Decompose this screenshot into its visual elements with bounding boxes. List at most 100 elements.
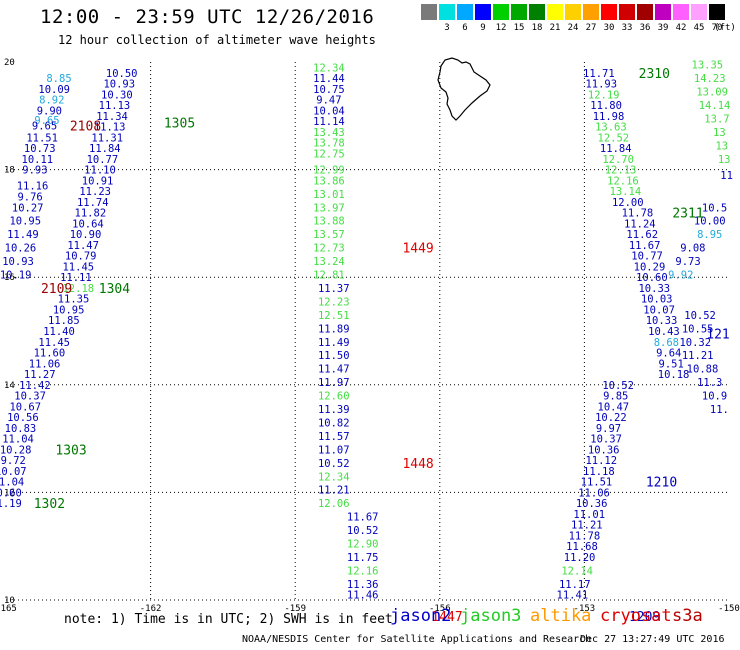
x-tick-label: -159	[284, 604, 306, 614]
wave-height-value: 10.79	[65, 251, 97, 263]
legend-swatch	[511, 4, 527, 20]
legend-swatch	[601, 4, 617, 20]
wave-height-value: 11.67	[347, 512, 379, 524]
wave-height-value: 13.97	[313, 202, 345, 214]
wave-height-value: 10.07	[0, 466, 27, 478]
wave-height-value: 11.42	[19, 380, 51, 392]
wave-height-value: 11.93	[585, 79, 617, 91]
wave-height-value: 9.64	[656, 348, 681, 360]
wave-height-value: 13.86	[313, 175, 345, 187]
legend-bin-label: 24	[567, 23, 579, 33]
legend-bin-label: 12	[495, 23, 507, 33]
x-tick-label: -165	[0, 604, 17, 614]
wave-height-value: 11.89	[318, 323, 350, 335]
wave-height-value: 11.46	[347, 590, 379, 602]
legend-swatch	[691, 4, 707, 20]
legend-altika: altika	[530, 606, 592, 626]
wave-height-value: 12.34	[313, 62, 345, 74]
wave-height-value: 9.72	[1, 455, 26, 467]
legend-bin-label: 21	[549, 23, 561, 33]
wave-height-value: 11.82	[75, 208, 107, 220]
wave-height-value: 10.29	[634, 261, 666, 273]
wave-height-value: 12.34	[318, 471, 350, 483]
wave-height-value: 10.75	[313, 84, 345, 96]
wave-height-value: 10.28	[0, 444, 31, 456]
wave-height-value: 10.32	[679, 337, 711, 349]
legend-swatch	[673, 4, 689, 20]
wave-height-value: 10.36	[588, 444, 620, 456]
wave-height-value: 10.22	[595, 412, 627, 424]
legend-swatch	[655, 4, 671, 20]
wave-height-value: 11.49	[7, 229, 39, 241]
legend-jason2: jason2	[390, 606, 452, 626]
y-tick-label: 16	[4, 273, 15, 283]
wave-height-value: 11.47	[67, 240, 99, 252]
wave-height-value: 11.13	[99, 100, 131, 112]
wave-height-value: 11.50	[318, 350, 350, 362]
y-tick-label: 10	[4, 596, 15, 606]
wave-height-value: 13.57	[313, 229, 345, 241]
wave-height-value: 8.95	[697, 229, 722, 241]
wave-height-value: 11.78	[569, 530, 601, 542]
wave-height-value: 9.51	[659, 358, 684, 370]
wave-height-value: 14.14	[699, 100, 731, 112]
wave-height-value: 12.99	[313, 165, 345, 177]
legend-bin-label: 70	[711, 23, 723, 33]
wave-height-value: 12.81	[313, 270, 345, 282]
legend-swatch	[619, 4, 635, 20]
wave-height-value: 13.63	[595, 122, 627, 134]
wave-height-value: 11.41	[557, 590, 589, 602]
wave-height-value: 9.90	[37, 105, 62, 117]
wave-height-value: 11.84	[89, 143, 121, 155]
wave-height-value: 10.55	[682, 323, 714, 335]
wave-height-value: 10.83	[5, 423, 37, 435]
legend-bin-label: 42	[675, 23, 687, 33]
wave-height-value: 11.01	[573, 509, 605, 521]
wave-height-value: 10.95	[9, 216, 41, 228]
wave-height-value: 11.57	[318, 431, 350, 443]
wave-height-value: 10.33	[638, 283, 670, 295]
y-tick-label: 20	[4, 58, 15, 68]
map-title: 12:00 - 23:59 UTC 12/26/2016	[40, 6, 375, 28]
wave-height-value: 10.77	[87, 154, 119, 166]
wave-height-value: 10.50	[106, 68, 138, 80]
y-tick-label: 12	[4, 488, 15, 498]
legend-bin-label: 45	[693, 23, 705, 33]
wave-height-value: 11.36	[347, 579, 379, 591]
wave-height-value: 11.3	[697, 377, 722, 389]
wave-height-value: 11.45	[38, 337, 70, 349]
footer-note: note: 1) Time is in UTC; 2) SWH is in fe…	[64, 612, 393, 627]
legend-bin-label: 18	[531, 23, 543, 33]
wave-height-value: 10.18	[658, 369, 690, 381]
legend-swatch	[565, 4, 581, 20]
wave-height-value: 12.18	[62, 283, 94, 295]
wave-height-value: 11.24	[624, 218, 656, 230]
wave-height-value: 10.33	[646, 315, 678, 327]
wave-height-value: 13	[713, 127, 726, 139]
wave-height-value: 13.7	[704, 113, 729, 125]
wave-height-value: 11	[720, 170, 733, 182]
wave-height-value: 11.85	[48, 315, 80, 327]
wave-height-value: 10.60	[636, 272, 668, 284]
wave-height-value: 11.31	[91, 132, 123, 144]
wave-height-value: 8.85	[46, 73, 71, 85]
track-id-label: 2108	[70, 119, 101, 134]
wave-height-value: 11.06	[578, 487, 610, 499]
wave-height-value: 12.73	[313, 243, 345, 255]
x-tick-label: -153	[574, 604, 596, 614]
wave-height-value: 11.47	[318, 364, 350, 376]
legend-bin-label: 6	[462, 23, 468, 33]
track-id-label: 2310	[639, 67, 670, 82]
generated-timestamp: Dec 27 13:27:49 UTC 2016	[580, 634, 725, 645]
wave-height-value: 10.27	[12, 202, 44, 214]
wave-height-value: 11.04	[2, 434, 34, 446]
wave-height-value: 13.78	[313, 138, 345, 150]
wave-height-value: 10.90	[70, 229, 102, 241]
wave-height-value: 11.98	[593, 111, 625, 123]
wave-height-value: 11.20	[564, 552, 596, 564]
wave-height-value: 11.75	[347, 552, 379, 564]
wave-height-value: 10.91	[82, 175, 114, 187]
wave-height-value: 10.03	[641, 294, 673, 306]
y-tick-label: 14	[4, 381, 15, 391]
